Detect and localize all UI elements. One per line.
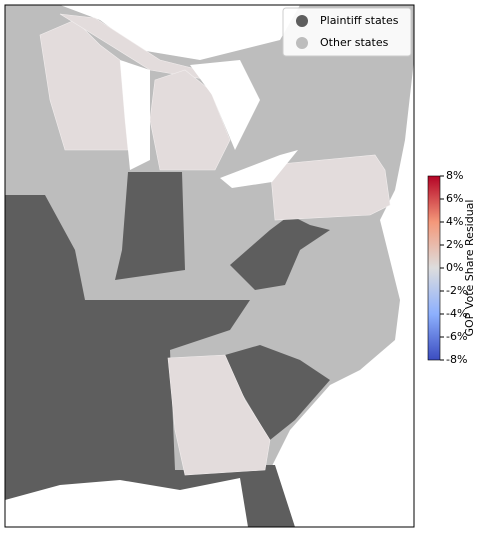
colorbar-tick-label: 6% xyxy=(446,192,463,205)
map xyxy=(5,5,414,527)
colorbar-tick-label: -6% xyxy=(446,330,467,343)
colorbar xyxy=(427,175,441,361)
colorbar-tick-label: -4% xyxy=(446,307,467,320)
lake xyxy=(120,60,150,170)
legend-items: Plaintiff states Other states xyxy=(296,14,399,49)
colorbar-tick-label: -8% xyxy=(446,353,467,366)
plaintiff-states xyxy=(5,172,330,527)
colorbar-tick-label: 0% xyxy=(446,261,463,274)
colorbar-label: GOP Vote Share Residual xyxy=(463,200,476,337)
colorbar-ticks: 8% 6% 4% 2% 0% -2% -4% -6% -8% xyxy=(440,169,467,366)
legend-label: Other states xyxy=(320,36,389,49)
lake xyxy=(190,60,260,150)
colorbar-tick-label: -2% xyxy=(446,284,467,297)
legend-marker xyxy=(296,37,308,49)
colorbar-tick-label: 8% xyxy=(446,169,463,182)
colorbar-tick-label: 2% xyxy=(446,238,463,251)
legend-marker xyxy=(296,15,308,27)
colorbar-tick-label: 4% xyxy=(446,215,463,228)
ocean xyxy=(270,5,414,527)
legend-label: Plaintiff states xyxy=(320,14,399,27)
lake xyxy=(60,5,300,60)
legend xyxy=(282,7,412,57)
lake xyxy=(220,150,298,188)
gulf xyxy=(5,478,248,527)
map-frame xyxy=(4,4,415,528)
residual-states xyxy=(39,13,391,476)
